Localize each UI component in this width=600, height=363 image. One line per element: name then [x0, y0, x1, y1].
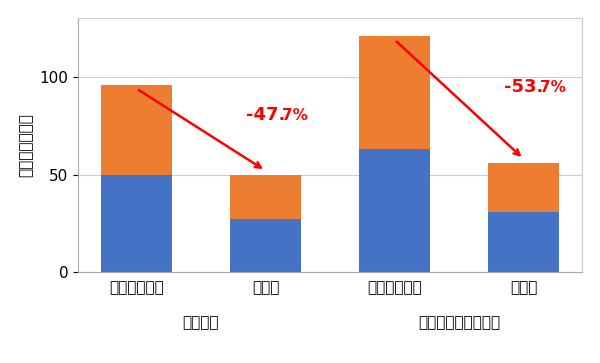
- Bar: [359, 36, 430, 149]
- Bar: [230, 175, 301, 220]
- Text: 代かき専用ロータリ: 代かき専用ロータリ: [418, 315, 500, 330]
- Bar: [488, 212, 559, 272]
- Bar: [230, 220, 301, 272]
- Text: 7%: 7%: [282, 108, 308, 123]
- Bar: [359, 149, 430, 272]
- Bar: [101, 85, 172, 175]
- Bar: [101, 175, 172, 272]
- Bar: [488, 163, 559, 212]
- Y-axis label: 作業時間（秒）: 作業時間（秒）: [19, 113, 34, 177]
- Text: -53.: -53.: [504, 78, 544, 97]
- Text: 7%: 7%: [541, 81, 566, 95]
- Text: -47.: -47.: [246, 106, 286, 124]
- Text: ロータリ: ロータリ: [182, 315, 219, 330]
